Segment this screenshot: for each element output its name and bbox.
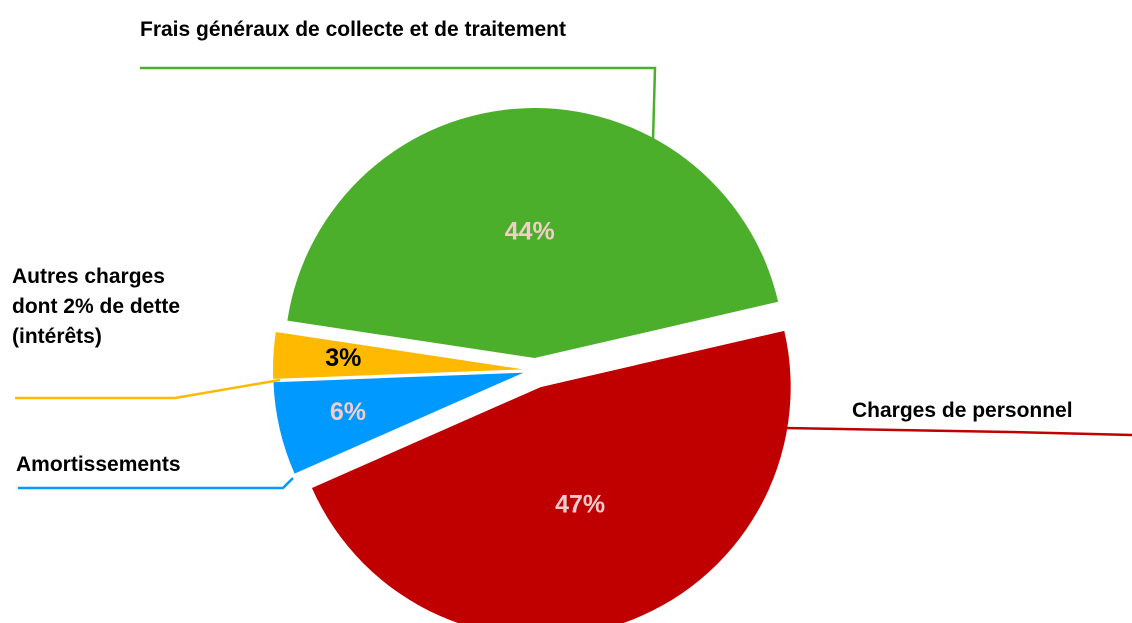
leader-line [784, 426, 1132, 437]
value-label: 3% [325, 344, 361, 372]
value-label: 47% [555, 490, 605, 518]
category-label: Frais généraux de collecte et de traitem… [140, 18, 566, 41]
category-label: Amortissements [16, 453, 181, 476]
pie-slice [273, 372, 524, 474]
pie-slice [273, 331, 524, 379]
value-label: 44% [505, 218, 555, 246]
leader-line [15, 378, 281, 400]
leader-line [18, 477, 294, 490]
value-label: 6% [330, 398, 366, 426]
leader-line [140, 66, 657, 141]
pie-slice [287, 108, 779, 359]
pie-slice [311, 330, 791, 623]
category-label: Charges de personnel [852, 399, 1073, 422]
category-label: Autres charges dont 2% de dette (intérêt… [12, 265, 181, 348]
